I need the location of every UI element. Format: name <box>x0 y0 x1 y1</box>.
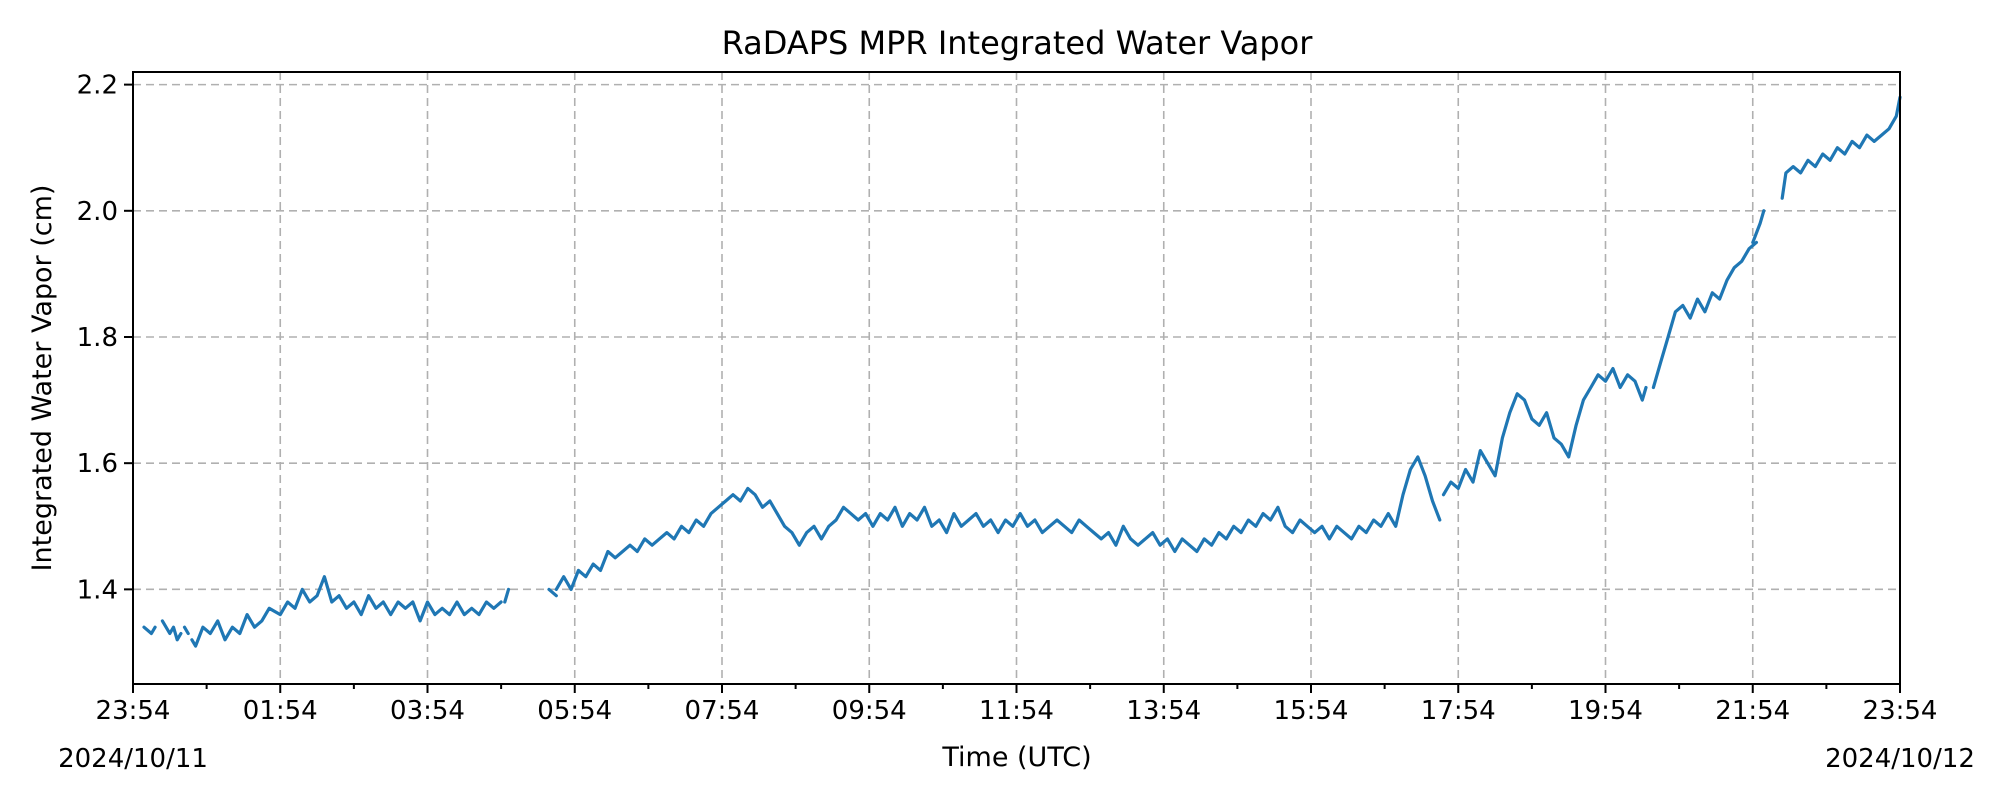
series-line-segment <box>1441 366 1648 497</box>
series-line-segment <box>503 587 511 604</box>
y-axis: 1.4 1.6 1.8 2.0 2.2 <box>77 71 133 605</box>
x-tick-label: 01:54 <box>243 696 318 726</box>
end-date-label: 2024/10/12 <box>1825 744 1975 774</box>
x-tick-label: 09:54 <box>832 696 907 726</box>
chart-title: RaDAPS MPR Integrated Water Vapor <box>722 24 1314 62</box>
x-tick-label: 05:54 <box>537 696 612 726</box>
series-line-segment <box>554 455 1442 591</box>
y-axis-label: Integrated Water Vapor (cm) <box>27 185 58 572</box>
series-layer <box>142 95 1902 648</box>
y-tick-label: 2.0 <box>77 197 118 227</box>
x-tick-label: 19:54 <box>1568 696 1643 726</box>
series-line-segment <box>1751 209 1766 244</box>
x-axis: 23:54 01:54 03:54 05:54 07:54 09:54 11:54 13:54… <box>96 684 1938 726</box>
x-tick-label: 23:54 <box>1863 696 1938 726</box>
x-tick-label: 21:54 <box>1715 696 1790 726</box>
x-axis-label: Time (UTC) <box>941 742 1091 773</box>
y-tick-label: 1.8 <box>77 323 118 353</box>
x-tick-label: 11:54 <box>979 696 1054 726</box>
x-tick-label: 13:54 <box>1126 696 1201 726</box>
series-line-segment <box>142 625 157 636</box>
y-tick-label: 2.2 <box>77 71 118 101</box>
series-line-segment <box>1651 240 1758 390</box>
series-line-segment <box>182 625 190 636</box>
x-tick-label: 03:54 <box>390 696 465 726</box>
x-tick-label: 07:54 <box>685 696 760 726</box>
y-tick-label: 1.6 <box>77 449 118 479</box>
series-line-segment <box>160 619 183 642</box>
y-tick-label: 1.4 <box>77 575 118 605</box>
start-date-label: 2024/10/11 <box>58 744 208 774</box>
x-tick-label: 15:54 <box>1274 696 1349 726</box>
x-tick-label: 23:54 <box>96 696 171 726</box>
series-line-segment <box>547 587 558 598</box>
series-line-segment <box>1780 95 1902 200</box>
x-tick-label: 17:54 <box>1421 696 1496 726</box>
grid <box>132 72 1901 684</box>
series-line-segment <box>190 575 503 648</box>
